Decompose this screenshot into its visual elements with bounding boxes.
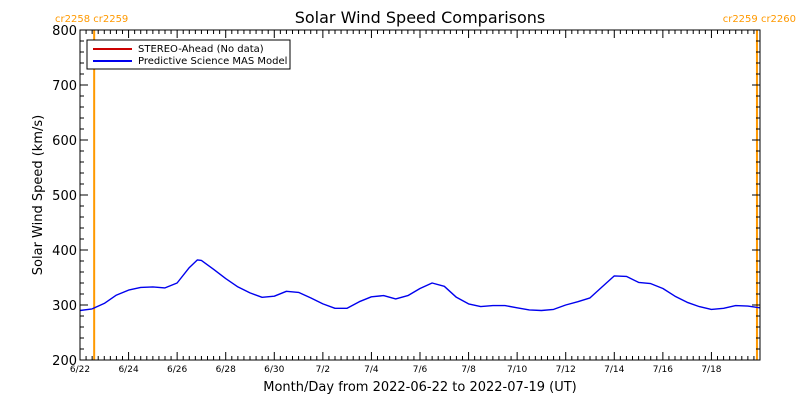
data-series [79,259,761,312]
x-tick-label: 7/10 [507,365,527,375]
x-tick-label: 6/26 [167,365,187,375]
chart-title: Solar Wind Speed Comparisons [295,8,546,27]
y-axis: 200 300 400 500 600 700 800 [52,24,760,369]
x-axis: 6/22 6/24 6/26 6/28 6/30 7/2 7/4 7/6 7/8 7/10 7/12… [70,30,755,375]
plot-frame [79,29,761,361]
legend-label-mas-model: Predictive Science MAS Model [138,56,287,67]
carrington-label: cr2259 cr2260 [723,14,796,25]
carrington-labels: cr2258 cr2259 cr2259 cr2260 [55,14,796,25]
y-tick-label: 200 [52,354,77,369]
x-tick-label: 7/4 [364,365,379,375]
x-tick-label: 6/24 [118,365,138,375]
x-tick-label: 7/8 [461,365,476,375]
y-tick-label: 600 [52,134,77,149]
x-tick-label: 6/28 [216,365,236,375]
legend-label-stereo: STEREO-Ahead (No data) [138,44,264,55]
x-tick-label: 6/22 [70,365,90,375]
series-line-mas-model [79,259,761,312]
y-axis-title: Solar Wind Speed (km/s) [31,115,46,275]
carrington-markers [93,30,758,360]
y-tick-label: 500 [52,189,77,204]
y-tick-label: 400 [52,244,77,259]
y-tick-label: 700 [52,79,77,94]
x-tick-label: 7/14 [604,365,624,375]
x-tick-label: 7/6 [413,365,428,375]
x-tick-label: 7/12 [556,365,576,375]
x-tick-label: 7/18 [701,365,721,375]
y-tick-label: 300 [52,299,77,314]
y-tick-label: 800 [52,24,77,39]
legend-box [86,39,291,70]
x-tick-label: 7/16 [653,365,673,375]
x-axis-title: Month/Day from 2022-06-22 to 2022-07-19 … [263,380,576,395]
legend: STEREO-Ahead (No data) Predictive Scienc… [86,39,291,70]
x-tick-label: 7/2 [316,365,330,375]
carrington-label: cr2258 cr2259 [55,14,128,25]
x-tick-label: 6/30 [264,365,284,375]
